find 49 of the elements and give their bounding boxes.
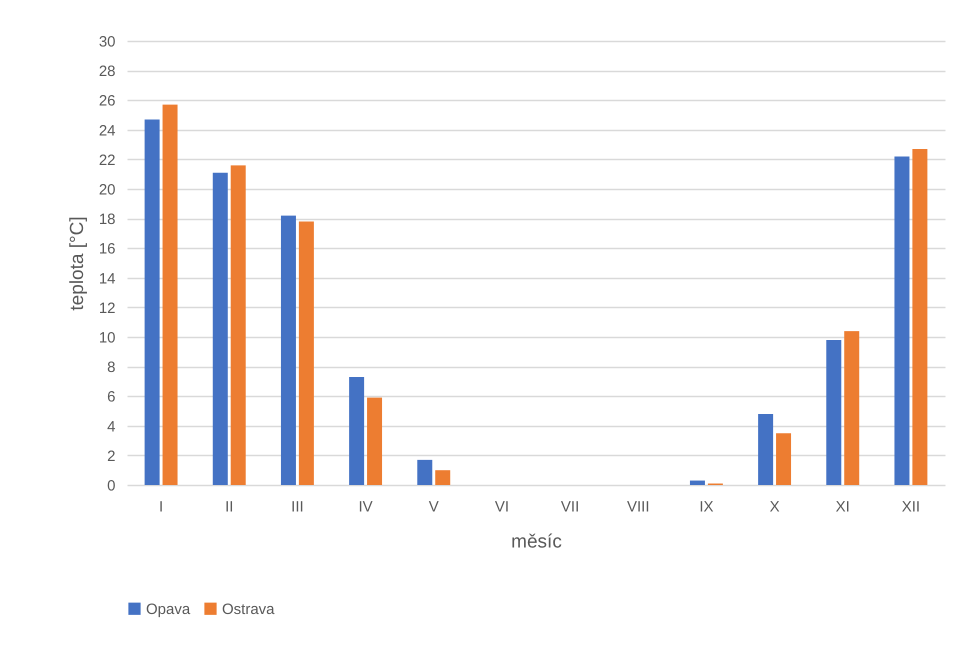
bar (162, 104, 178, 485)
x-tick-label: IX (699, 498, 714, 516)
x-tick-label: VI (494, 498, 510, 516)
bar (844, 331, 860, 485)
y-tick-label: 22 (98, 152, 116, 169)
bar (912, 149, 928, 485)
bar (280, 216, 296, 485)
x-tick-label: IV (358, 498, 373, 516)
y-tick-label: 2 (107, 448, 116, 465)
y-axis-title: teplota [°C] (66, 216, 88, 311)
bar (144, 119, 160, 485)
bar (826, 340, 842, 485)
bar (212, 172, 228, 485)
bar (230, 165, 246, 485)
y-tick-label: 28 (98, 63, 116, 80)
bar (894, 156, 910, 485)
x-tick-label: II (225, 498, 234, 516)
x-tick-label: XII (902, 498, 920, 516)
y-tick-label: 6 (107, 388, 116, 406)
x-tick-label: VIII (626, 498, 650, 516)
y-tick-label: 16 (98, 240, 116, 258)
y-tick-label: 0 (107, 478, 116, 494)
bar (298, 222, 314, 485)
bar (776, 433, 792, 485)
x-tick-label: VII (560, 498, 580, 516)
bar (417, 460, 432, 485)
y-tick-label: 8 (107, 359, 116, 376)
x-tick-label: V (428, 498, 439, 516)
bar (690, 480, 705, 485)
bar (758, 414, 774, 485)
bar (435, 470, 450, 485)
legend-label: Opava (146, 600, 191, 618)
legend-label: Ostrava (222, 600, 276, 618)
y-tick-label: 12 (98, 300, 116, 317)
y-tick-label: 26 (98, 92, 116, 110)
y-tick-label: 20 (98, 182, 116, 198)
x-tick-label: III (291, 498, 304, 516)
y-tick-label: 10 (98, 330, 116, 346)
bar (349, 376, 364, 485)
bar (367, 398, 382, 485)
y-tick-label: 14 (98, 270, 116, 288)
y-tick-label: 30 (98, 34, 116, 50)
x-axis-title: měsíc (511, 532, 562, 552)
x-tick-label: X (770, 498, 780, 516)
y-tick-label: 24 (98, 122, 116, 140)
x-tick-label: XI (836, 498, 850, 516)
y-tick-label: 4 (107, 418, 116, 436)
y-tick-label: 18 (98, 211, 116, 228)
x-tick-label: I (158, 498, 164, 516)
